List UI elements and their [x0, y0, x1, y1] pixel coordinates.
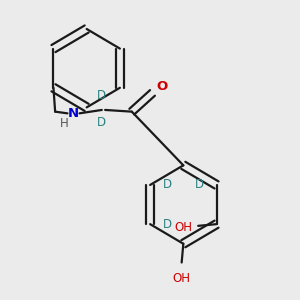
- Text: OH: OH: [174, 221, 192, 234]
- Text: D: D: [195, 178, 204, 191]
- Text: D: D: [163, 218, 172, 231]
- Text: D: D: [97, 116, 106, 129]
- Text: H: H: [60, 117, 68, 130]
- Text: D: D: [97, 89, 106, 102]
- Text: O: O: [156, 80, 167, 93]
- Text: D: D: [163, 178, 172, 191]
- Text: OH: OH: [173, 272, 191, 285]
- Text: N: N: [68, 107, 79, 120]
